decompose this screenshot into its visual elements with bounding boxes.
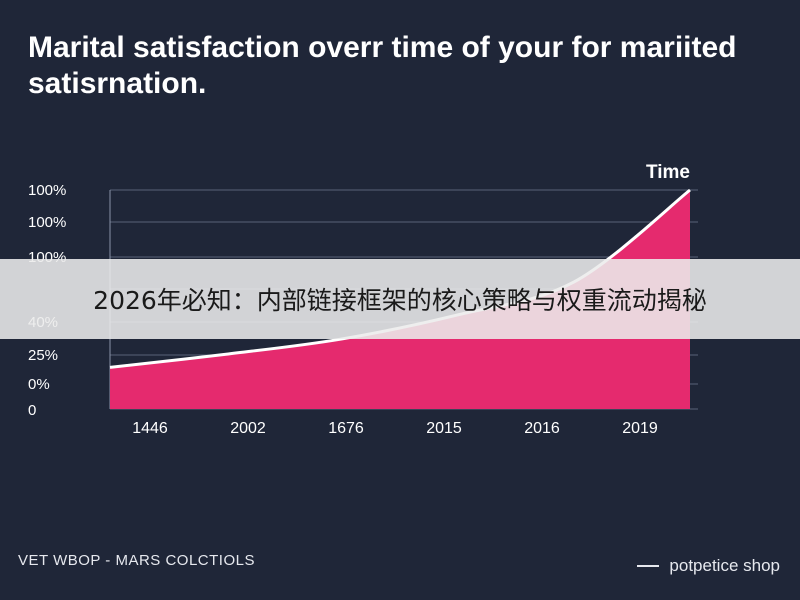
- y-tick-label-6: 0: [28, 402, 36, 419]
- footer-right: potpetice shop: [637, 556, 780, 576]
- footer-left-text: VET WBOP - MARS COLCTIOLS: [18, 552, 255, 569]
- y-tick-label-5: 0%: [28, 376, 50, 393]
- dash-icon: [637, 565, 660, 567]
- y-tick-label-0: 100%: [28, 182, 66, 199]
- area-fill: [110, 190, 690, 409]
- x-tick-label-3: 2015: [426, 420, 462, 437]
- footer-right-text: potpetice shop: [669, 556, 780, 575]
- x-tick-label-4: 2016: [524, 420, 560, 437]
- series-label: Time: [646, 162, 690, 183]
- x-tick-label-0: 1446: [132, 420, 168, 437]
- x-tick-label-5: 2019: [622, 420, 658, 437]
- chart-title: Marital satisfaction overr time of your …: [28, 31, 737, 100]
- y-tick-label-4: 25%: [28, 347, 58, 364]
- y-tick-label-1: 100%: [28, 214, 66, 231]
- overlay-banner: 2026年必知：内部链接框架的核心策略与权重流动揭秘: [0, 259, 800, 339]
- x-tick-label-2: 1676: [328, 420, 364, 437]
- banner-text: 2026年必知：内部链接框架的核心策略与权重流动揭秘: [93, 286, 707, 315]
- x-tick-label-1: 2002: [230, 420, 266, 437]
